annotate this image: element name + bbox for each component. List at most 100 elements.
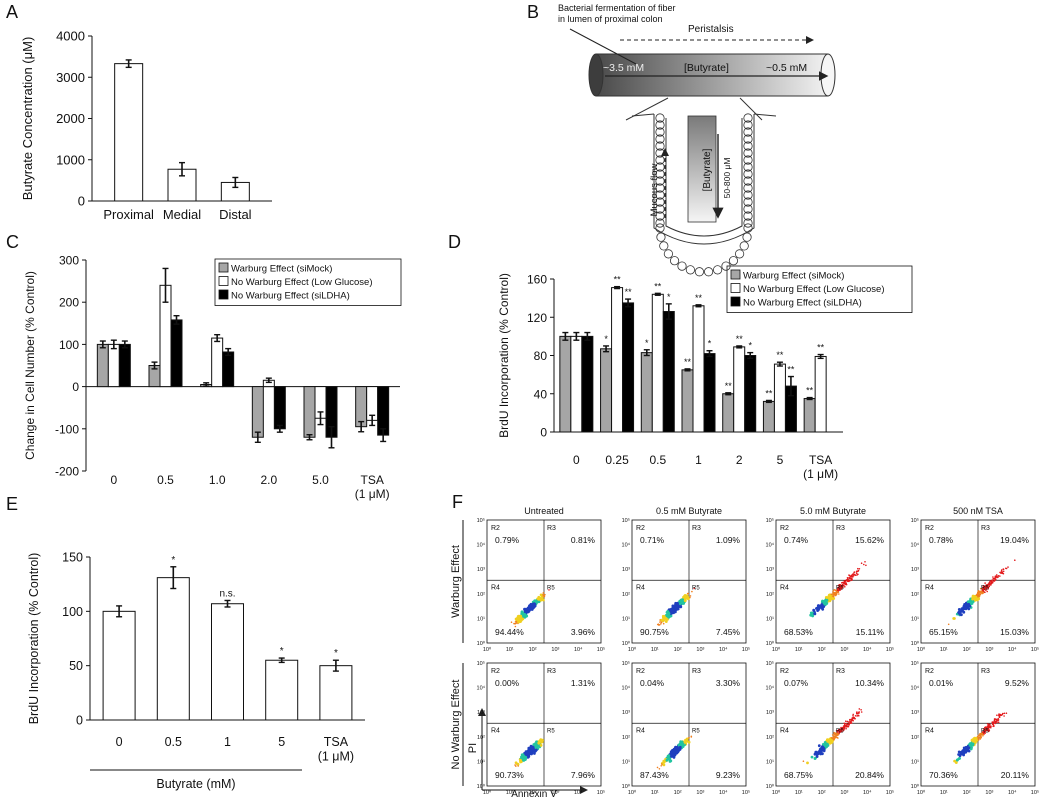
crypt-cell: [743, 197, 753, 207]
flow-event-dot: [982, 592, 984, 594]
flow-y-tick-label: 10⁵: [622, 660, 630, 667]
flow-quadrant-percent-ur: 9.52%: [1005, 678, 1030, 688]
flow-event-dot: [845, 727, 847, 730]
flow-event-dot: [852, 573, 854, 575]
flow-y-tick-label: 10²: [911, 592, 919, 598]
flow-y-tick-label: 10¹: [477, 616, 485, 622]
flow-event-dot: [841, 727, 844, 729]
crypt-range-label: 50-800 μM: [722, 158, 732, 199]
flow-y-tick-label: 10¹: [911, 759, 919, 765]
flow-quadrant-percent-lr: 15.03%: [1000, 627, 1029, 637]
flow-region-label: R2: [491, 668, 500, 675]
crypt-cell: [743, 162, 753, 172]
flow-quadrant-percent-lr: 20.11%: [1001, 770, 1030, 780]
flow-event-dot: [678, 602, 682, 606]
chart-d-legend-swatch: [730, 283, 741, 293]
flow-x-tick-label: 10¹: [651, 790, 659, 796]
flow-event-dot: [996, 721, 998, 724]
chart-c-legend-label: No Warburg Effect (siLDHA): [231, 291, 350, 302]
flow-event-dot: [817, 744, 821, 748]
flow-quadrant-percent-lr: 15.11%: [856, 627, 885, 637]
flow-quadrant-percent-ul: 0.04%: [640, 678, 665, 688]
flow-event-dot: [685, 596, 688, 600]
flow-event-dot: [667, 612, 671, 616]
flow-y-tick-label: 10⁴: [622, 542, 631, 549]
flow-event-dot: [855, 572, 858, 575]
flow-event-dot: [967, 602, 970, 606]
flow-y-tick-label: 10³: [911, 567, 919, 573]
flow-x-tick-label: 10⁰: [628, 789, 637, 796]
flow-quadrant-percent-ul: 0.07%: [784, 678, 809, 688]
flow-event-dot: [986, 723, 989, 725]
flow-event-dot: [978, 734, 980, 737]
flow-dot-cloud: [953, 712, 1008, 764]
flow-event-dot: [994, 720, 997, 723]
flow-event-dot: [865, 564, 867, 567]
flow-event-dot: [532, 602, 536, 606]
flow-event-dot: [838, 585, 841, 588]
flow-event-dot: [836, 591, 838, 594]
flow-event-dot: [967, 746, 971, 750]
flow-y-tick-label: 10²: [766, 735, 774, 741]
chart-e-bar: [265, 659, 299, 721]
flow-x-tick-label: 10⁰: [772, 789, 781, 796]
flow-x-tick-label: 10³: [551, 647, 559, 653]
flow-event-dot: [812, 608, 816, 612]
flow-y-tick-label: 10⁵: [911, 517, 919, 524]
flow-event-dot: [519, 615, 523, 619]
flow-event-dot: [984, 588, 987, 590]
flow-region-label: R3: [836, 525, 845, 532]
flow-event-dot: [515, 620, 518, 623]
flow-dot-cloud: [514, 738, 544, 767]
flow-event-dot: [529, 749, 533, 753]
flow-quadrant-percent-ll: 87.43%: [640, 770, 669, 780]
crypt-cell: [655, 197, 665, 207]
chart-d-x-tick-sublabel: (1 μM): [803, 467, 838, 481]
flow-event-dot: [834, 594, 837, 597]
chart-e-y-tick-label: 50: [69, 659, 83, 673]
flow-column-header: 5.0 mM Butyrate: [800, 506, 866, 516]
flow-event-dot: [530, 752, 533, 756]
flow-x-tick-label: 10⁴: [863, 789, 872, 796]
flow-event-dot: [669, 608, 673, 612]
flow-region-label: R2: [636, 525, 645, 532]
flow-event-dot: [986, 725, 989, 727]
flow-event-dot: [539, 738, 543, 742]
chart-c-y-tick-label: 200: [59, 296, 79, 310]
flow-event-dot: [863, 563, 865, 566]
flow-event-dot: [979, 738, 982, 740]
flow-quadrant-percent-ll: 68.75%: [784, 770, 813, 780]
flow-event-dot: [955, 758, 959, 762]
flow-event-dot: [979, 587, 982, 590]
flow-x-tick-label: 10²: [963, 647, 971, 653]
flow-event-dot: [806, 761, 809, 765]
flow-event-dot: [819, 748, 822, 752]
flow-event-dot: [802, 760, 805, 762]
flow-event-dot: [516, 615, 520, 618]
flow-event-dot: [542, 592, 545, 594]
crypt-cell: [743, 176, 753, 186]
flow-event-dot: [686, 592, 689, 595]
flow-y-tick-label: 10²: [477, 592, 485, 598]
flow-x-tick-label: 10⁰: [483, 646, 492, 653]
flow-event-dot: [854, 574, 857, 576]
flow-event-dot: [834, 592, 836, 594]
crypt-cell: [655, 211, 665, 221]
flow-event-dot: [981, 732, 983, 734]
flow-event-dot: [1014, 559, 1016, 561]
flow-x-tick-label: 10³: [696, 790, 704, 796]
flow-event-dot: [833, 739, 835, 741]
chart-d-x-tick-label: 0: [573, 453, 580, 467]
chart-a-y-tick-label: 2000: [56, 111, 85, 126]
flow-event-dot: [983, 732, 985, 734]
flow-event-dot: [665, 758, 669, 762]
flow-event-dot: [964, 748, 968, 752]
flow-event-dot: [835, 736, 837, 739]
flow-event-dot: [848, 723, 850, 726]
chart-c-y-tick-label: 300: [59, 254, 79, 268]
flow-quadrant-percent-lr: 3.96%: [571, 627, 596, 637]
chart-c-legend-swatch: [218, 289, 229, 300]
flow-quadrant-percent-ur: 10.34%: [855, 678, 884, 688]
